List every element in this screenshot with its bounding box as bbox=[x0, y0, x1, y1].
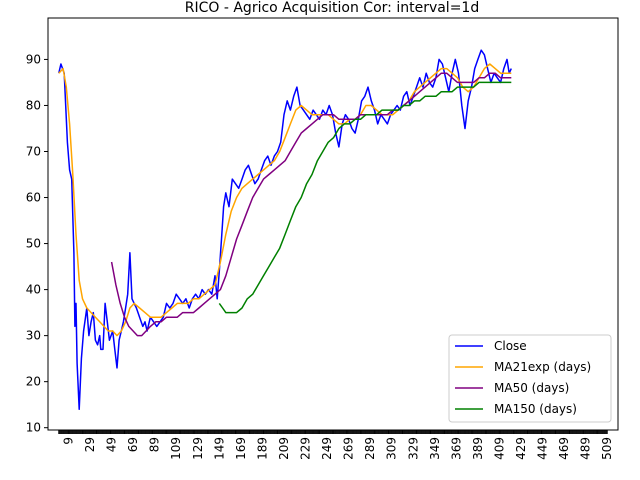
legend-label: MA150 (days) bbox=[494, 402, 577, 416]
series-line-ma150-days bbox=[218, 81, 512, 314]
y-tick-label: 80 bbox=[26, 98, 41, 112]
x-tick-label: 9 bbox=[61, 437, 75, 445]
x-minor-ticks bbox=[58, 430, 608, 434]
x-tick-label: 189 bbox=[255, 437, 269, 460]
x-tick-label: 169 bbox=[234, 437, 248, 460]
axes-frame bbox=[47, 17, 619, 431]
x-tick-label: 329 bbox=[406, 437, 420, 460]
y-tick-label: 70 bbox=[26, 144, 41, 158]
x-tick-label: 49 bbox=[105, 437, 119, 452]
x-tick-label: 389 bbox=[471, 437, 485, 460]
x-tick-label: 509 bbox=[600, 437, 614, 460]
y-tick-label: 40 bbox=[26, 283, 41, 297]
legend-box bbox=[448, 334, 612, 423]
x-tick-label: 489 bbox=[579, 437, 593, 460]
axes: 10 20 30 40 50 60 70 80 90 9 29 49 69 89 109 129 149 169 1… bbox=[26, 17, 619, 460]
x-tick-label: 69 bbox=[126, 437, 140, 452]
y-tick-label: 20 bbox=[26, 375, 41, 389]
x-tick-label: 289 bbox=[363, 437, 377, 460]
x-tick-label: 469 bbox=[557, 437, 571, 460]
y-tick-label: 60 bbox=[26, 191, 41, 205]
x-tick-label: 369 bbox=[449, 437, 463, 460]
plot-area bbox=[58, 49, 512, 411]
legend-label: MA50 (days) bbox=[494, 381, 569, 395]
x-tick-label: 229 bbox=[299, 437, 313, 460]
series-line-ma21exp-days bbox=[58, 63, 512, 337]
series-line-ma50-days bbox=[110, 72, 512, 337]
x-tick-label: 409 bbox=[492, 437, 506, 460]
x-tick-label: 269 bbox=[342, 437, 356, 460]
x-tick-label: 209 bbox=[277, 437, 291, 460]
legend-label: MA21exp (days) bbox=[494, 360, 591, 374]
x-tick-label: 249 bbox=[320, 437, 334, 460]
y-tick-label: 50 bbox=[26, 237, 41, 251]
legend: Close MA21exp (days) MA50 (days) MA150 (day… bbox=[448, 334, 612, 423]
y-tick-label: 10 bbox=[26, 421, 41, 435]
y-tick-label: 30 bbox=[26, 329, 41, 343]
x-tick-label: 429 bbox=[514, 437, 528, 460]
x-tick-label: 449 bbox=[536, 437, 550, 460]
x-tick-label: 149 bbox=[212, 437, 226, 460]
x-tick-label: 29 bbox=[83, 437, 97, 452]
chart-title: RICO - Agrico Acquisition Cor: interval=… bbox=[185, 0, 479, 16]
x-tick-label: 349 bbox=[428, 437, 442, 460]
x-tick-label: 309 bbox=[385, 437, 399, 460]
x-tick-label: 129 bbox=[191, 437, 205, 460]
legend-label: Close bbox=[494, 339, 527, 353]
x-tick-label: 89 bbox=[148, 437, 162, 452]
y-tick-label: 90 bbox=[26, 52, 41, 66]
x-tick-label: 109 bbox=[169, 437, 183, 460]
